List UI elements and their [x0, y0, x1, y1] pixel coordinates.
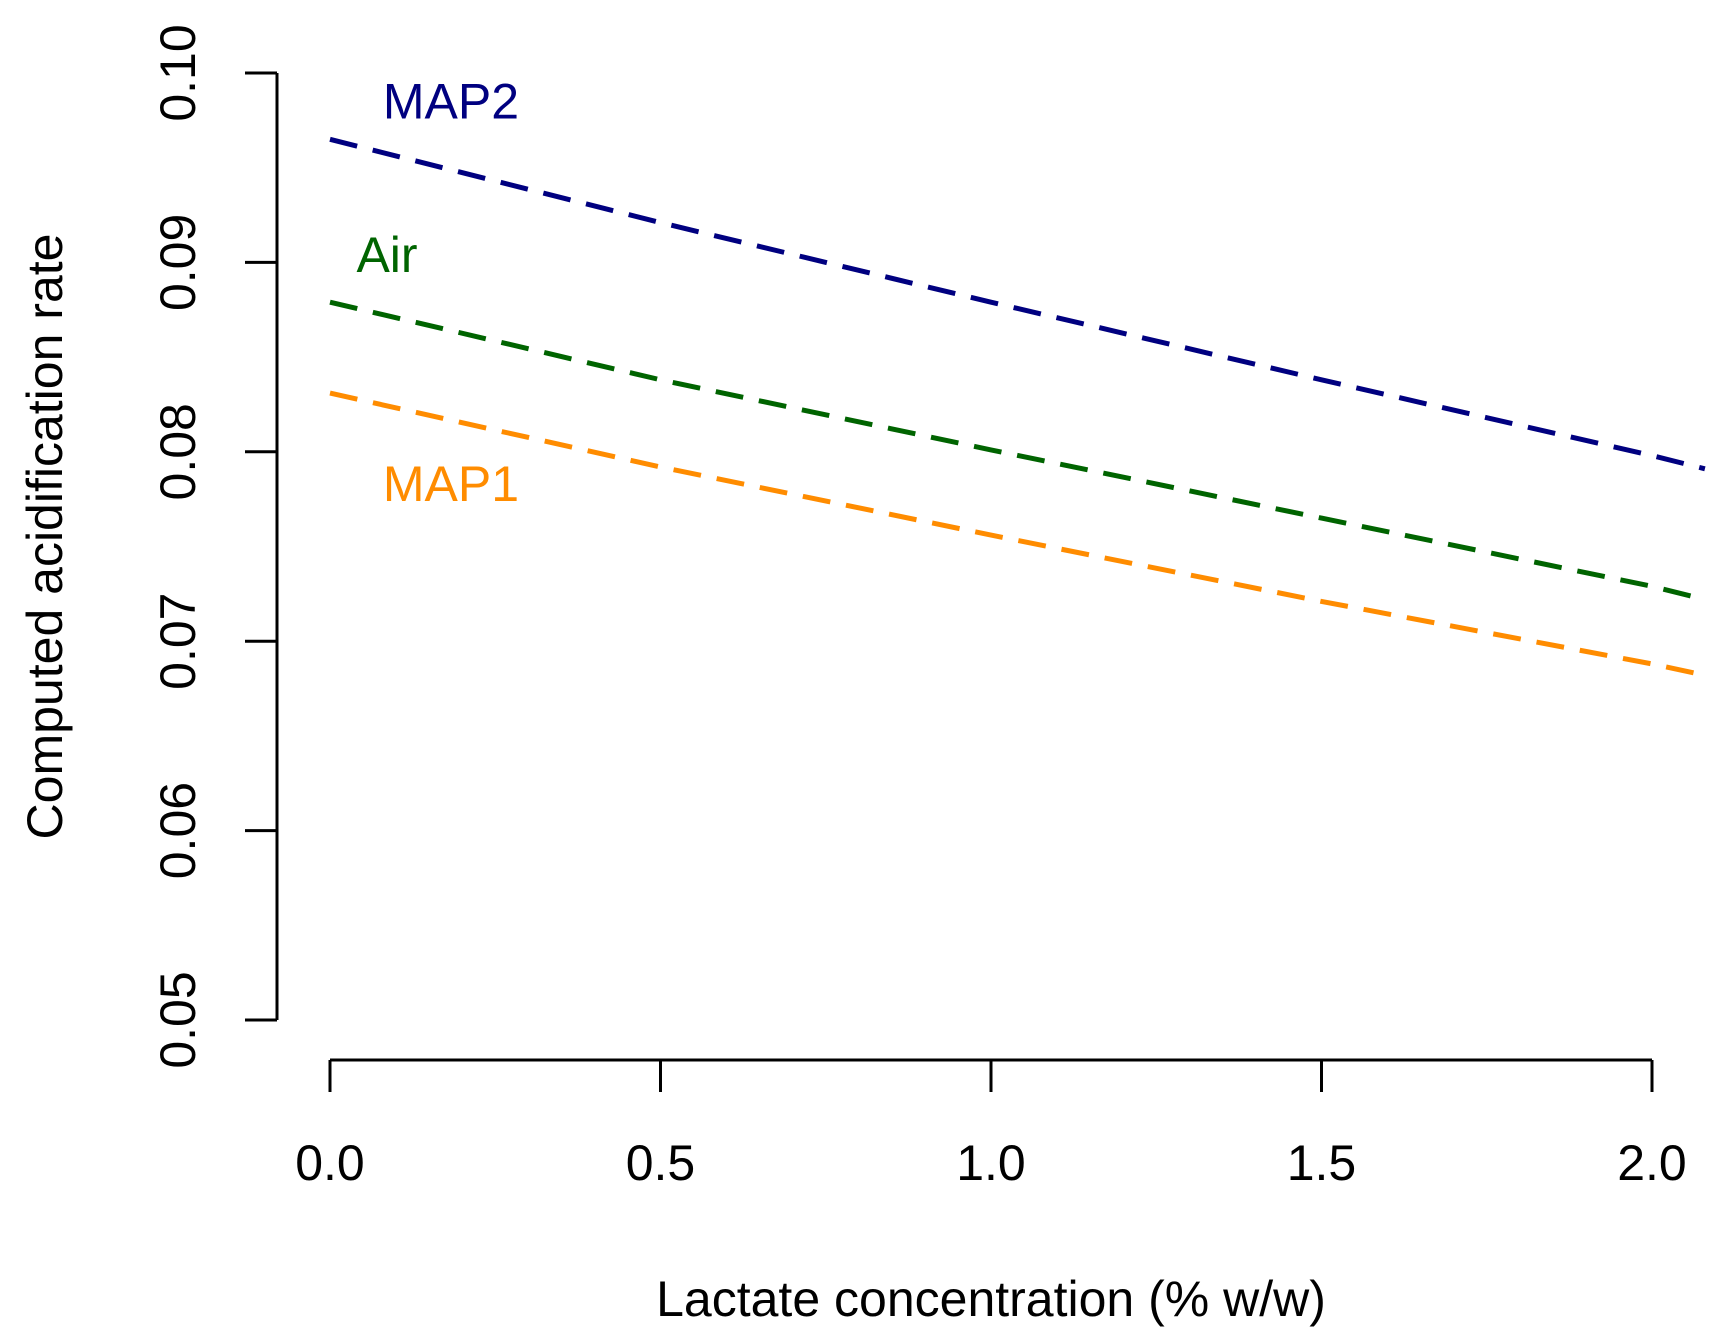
series-label-air: Air — [356, 227, 417, 283]
series-line-air — [329, 299, 1706, 602]
y-tick-label: 0.07 — [150, 593, 206, 690]
series-layer — [329, 136, 1706, 678]
x-tick-label: 1.5 — [1287, 1135, 1357, 1191]
y-axis-title: Computed acidification rate — [17, 234, 73, 840]
x-tick-label: 1.0 — [956, 1135, 1026, 1191]
x-tick-label: 0.5 — [626, 1135, 696, 1191]
x-tick-label: 0.0 — [295, 1135, 365, 1191]
series-line-map2 — [329, 136, 1706, 472]
y-tick-label: 0.09 — [150, 214, 206, 311]
series-line-map1 — [329, 390, 1706, 678]
series-label-map2: MAP2 — [383, 73, 519, 129]
y-tick-label: 0.10 — [150, 24, 206, 121]
axis-layer: 0.0 0.5 1.0 1.5 2.0 0.05 0.06 0.07 0.08 0.09 0.10 L… — [17, 24, 1687, 1327]
series-label-map1: MAP1 — [383, 456, 519, 512]
x-tick-label: 2.0 — [1617, 1135, 1687, 1191]
y-tick-label: 0.06 — [150, 782, 206, 879]
label-layer: MAP2 Air MAP1 — [356, 73, 519, 512]
y-tick-label: 0.08 — [150, 403, 206, 500]
y-tick-label: 0.05 — [150, 971, 206, 1068]
x-axis-title: Lactate concentration (% w/w) — [656, 1271, 1326, 1327]
